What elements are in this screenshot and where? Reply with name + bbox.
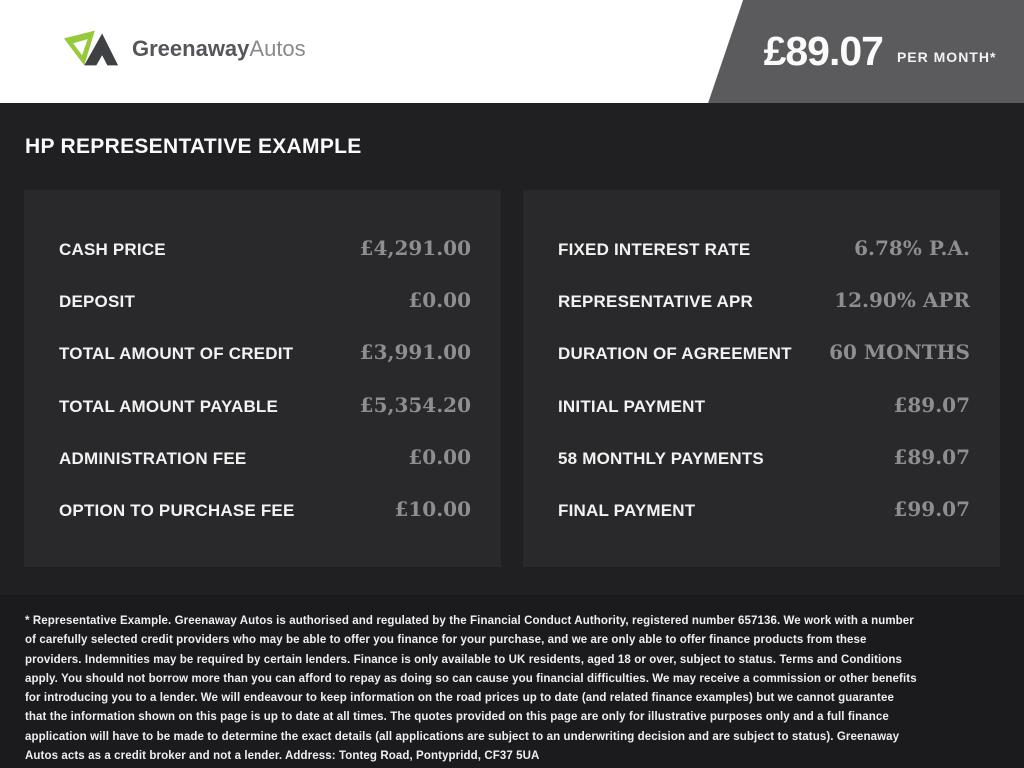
finance-row-option-to-purchase-fee: OPTION TO PURCHASE FEE £10.00 bbox=[59, 497, 471, 521]
finance-row-total-credit: TOTAL AMOUNT OF CREDIT £3,991.00 bbox=[59, 340, 471, 364]
row-label: CASH PRICE bbox=[59, 240, 166, 260]
representative-example-disclaimer: * Representative Example. Greenaway Auto… bbox=[25, 615, 917, 763]
page-title: HP REPRESENTATIVE EXAMPLE bbox=[25, 135, 362, 158]
finance-row-initial-payment: INITIAL PAYMENT £89.07 bbox=[558, 393, 970, 417]
row-value: 6.78% P.A. bbox=[854, 236, 970, 261]
finance-panel-left: CASH PRICE £4,291.00 DEPOSIT £0.00 TOTAL… bbox=[24, 190, 501, 567]
finance-row-deposit: DEPOSIT £0.00 bbox=[59, 288, 471, 312]
finance-panel-right: FIXED INTEREST RATE 6.78% P.A. REPRESENT… bbox=[523, 190, 1000, 567]
greenaway-autos-logo-icon bbox=[63, 30, 119, 66]
row-value: 12.90% APR bbox=[834, 288, 970, 313]
row-value: £10.00 bbox=[394, 496, 471, 521]
brand-logo[interactable]: GreenawayAutos bbox=[62, 24, 306, 74]
brand-name-primary: Greenaway bbox=[132, 36, 250, 61]
finance-example-section: HP REPRESENTATIVE EXAMPLE CASH PRICE £4,… bbox=[0, 103, 1024, 595]
finance-row-monthly-payments: 58 MONTHLY PAYMENTS £89.07 bbox=[558, 445, 970, 469]
row-label: INITIAL PAYMENT bbox=[558, 396, 706, 416]
monthly-price-amount: £89.07 bbox=[763, 28, 884, 74]
row-value: £3,991.00 bbox=[359, 340, 471, 365]
finance-row-admin-fee: ADMINISTRATION FEE £0.00 bbox=[59, 445, 471, 469]
row-value: £99.07 bbox=[893, 496, 970, 521]
row-label: TOTAL AMOUNT PAYABLE bbox=[59, 396, 279, 416]
finance-row-final-payment: FINAL PAYMENT £99.07 bbox=[558, 497, 970, 521]
row-label: OPTION TO PURCHASE FEE bbox=[59, 500, 295, 520]
finance-row-fixed-interest-rate: FIXED INTEREST RATE 6.78% P.A. bbox=[558, 236, 970, 260]
disclaimer-footer: * Representative Example. Greenaway Auto… bbox=[0, 595, 1024, 768]
row-value: £5,354.20 bbox=[359, 392, 471, 417]
row-value: £4,291.00 bbox=[359, 236, 471, 261]
finance-row-representative-apr: REPRESENTATIVE APR 12.90% APR bbox=[558, 288, 970, 312]
row-value: £0.00 bbox=[408, 288, 471, 313]
row-label: 58 MONTHLY PAYMENTS bbox=[558, 448, 764, 468]
brand-name: GreenawayAutos bbox=[132, 36, 306, 62]
row-value: £89.07 bbox=[893, 392, 970, 417]
finance-row-total-payable: TOTAL AMOUNT PAYABLE £5,354.20 bbox=[59, 393, 471, 417]
row-label: FIXED INTEREST RATE bbox=[558, 240, 751, 260]
row-value: £0.00 bbox=[408, 444, 471, 469]
row-value: £89.07 bbox=[893, 444, 970, 469]
row-label: DURATION OF AGREEMENT bbox=[558, 344, 792, 364]
row-label: REPRESENTATIVE APR bbox=[558, 292, 754, 312]
monthly-price-period: PER MONTH* bbox=[896, 48, 997, 65]
monthly-price-banner: £89.07 PER MONTH* bbox=[708, 0, 1024, 103]
page-header: GreenawayAutos £89.07 PER MONTH* bbox=[0, 0, 1024, 103]
row-label: FINAL PAYMENT bbox=[558, 500, 696, 520]
row-label: TOTAL AMOUNT OF CREDIT bbox=[59, 344, 294, 364]
row-value: 60 MONTHS bbox=[829, 340, 970, 365]
brand-name-secondary: Autos bbox=[249, 36, 306, 61]
row-label: DEPOSIT bbox=[59, 292, 136, 312]
row-label: ADMINISTRATION FEE bbox=[59, 448, 247, 468]
finance-row-duration: DURATION OF AGREEMENT 60 MONTHS bbox=[558, 340, 970, 364]
finance-row-cash-price: CASH PRICE £4,291.00 bbox=[59, 236, 471, 260]
